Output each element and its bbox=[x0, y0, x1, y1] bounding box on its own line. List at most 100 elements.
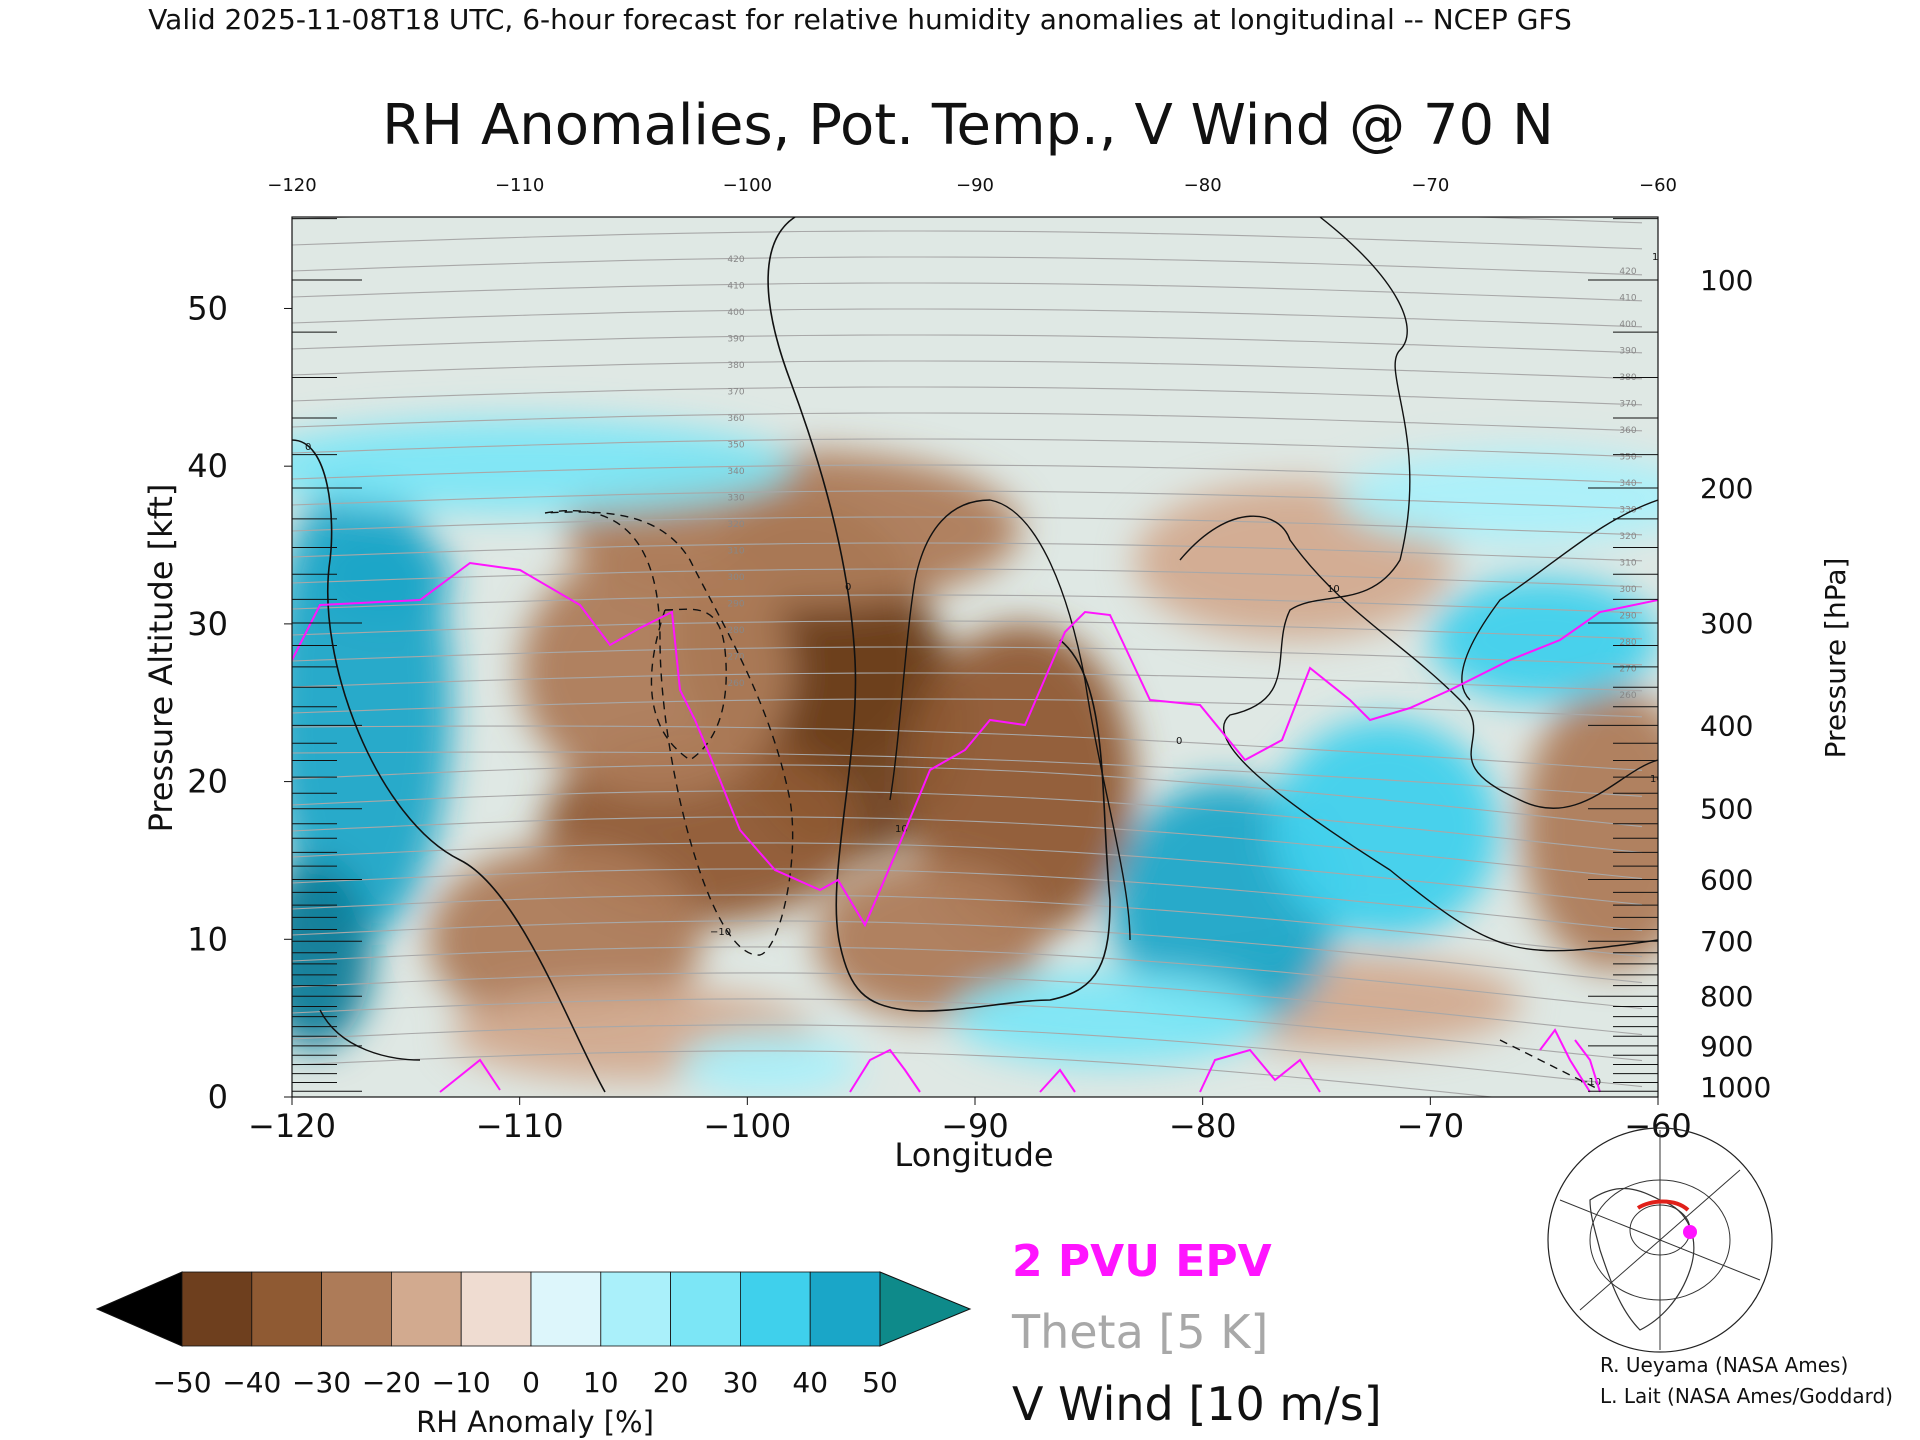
y-tick-label: 0 bbox=[208, 1078, 228, 1116]
theta-contour-label: 360 bbox=[1619, 426, 1636, 436]
x-axis-label: Longitude bbox=[894, 1136, 1053, 1174]
colorbar: −50 −40 −30 −20 −10 0 10 20 30 40 50 bbox=[95, 1271, 972, 1399]
theta-contour-label: 280 bbox=[727, 626, 744, 636]
theta-contour-label: 420 bbox=[727, 255, 744, 265]
wind-contour-label: −10 bbox=[1580, 1077, 1601, 1088]
x-axis-top: −120 −110 −100 −90 −80 −70 −60 bbox=[267, 175, 1677, 196]
theta-contour-label: 350 bbox=[727, 441, 744, 451]
theta-contour-line bbox=[292, 751, 1643, 797]
colorbar-swatch bbox=[321, 1271, 392, 1347]
theta-contour-label: 260 bbox=[727, 679, 744, 689]
legend-theta: Theta [5 K] bbox=[1011, 1305, 1268, 1359]
theta-contour-label: 390 bbox=[727, 335, 744, 345]
theta-contour-line bbox=[292, 868, 1643, 932]
theta-contour-label: 290 bbox=[727, 600, 744, 610]
x-top-tick-label: −80 bbox=[1184, 175, 1222, 196]
theta-contour-line bbox=[292, 412, 1643, 432]
wind-contour-neg-ten-bottom bbox=[1499, 1039, 1601, 1091]
theta-contour-label: 270 bbox=[727, 653, 744, 663]
theta-contour-label: 370 bbox=[727, 388, 744, 398]
wind-contour-neg-ten-small bbox=[650, 608, 727, 761]
pressure-tick-label: 400 bbox=[1700, 709, 1753, 742]
theta-contour-line bbox=[292, 464, 1643, 484]
colorbar-swatch bbox=[530, 1271, 602, 1347]
theta-contour-line bbox=[292, 490, 1643, 510]
colorbar-tick-label: 20 bbox=[653, 1366, 689, 1399]
theta-contour-line bbox=[292, 594, 1643, 614]
wind-contour-ten-right bbox=[1179, 515, 1658, 809]
x-top-tick-label: −120 bbox=[267, 175, 316, 196]
rh-anomaly-cell bbox=[314, 529, 452, 624]
colorbar-swatch bbox=[740, 1271, 811, 1347]
rh-anomaly-cell bbox=[1339, 450, 1658, 546]
theta-contour-line bbox=[292, 256, 1643, 276]
colorbar-under-arrow bbox=[95, 1271, 183, 1347]
map-location-dot bbox=[1683, 1225, 1697, 1239]
theta-contour-line bbox=[292, 1024, 1643, 1088]
map-coastline bbox=[1589, 1187, 1695, 1331]
colorbar-swatch bbox=[251, 1271, 323, 1347]
colorbar-swatch bbox=[809, 1271, 881, 1347]
rh-anomaly-cell bbox=[906, 623, 1135, 940]
theta-contour-label: 370 bbox=[1619, 400, 1636, 410]
rh-anomaly-cell bbox=[1521, 687, 1658, 971]
x-tick-label: −110 bbox=[476, 1107, 564, 1145]
colorbar-tick-label: −40 bbox=[222, 1366, 281, 1399]
theta-contour-label: 420 bbox=[1619, 267, 1636, 277]
x-top-tick-label: −110 bbox=[495, 175, 544, 196]
x-top-tick-label: −70 bbox=[1411, 175, 1449, 196]
theta-contour-label: 410 bbox=[1619, 294, 1636, 304]
theta-contour-line bbox=[292, 998, 1643, 1062]
wind-contour-label: −10 bbox=[710, 927, 731, 938]
theta-contour-line bbox=[292, 308, 1643, 328]
theta-contour-label: 320 bbox=[727, 520, 744, 530]
theta-contour-line bbox=[292, 1050, 1498, 1097]
map-latitude-line bbox=[1636, 1199, 1690, 1212]
credit-line-1: R. Ueyama (NASA Ames) bbox=[1600, 1353, 1848, 1377]
wind-contour-label: 0 bbox=[305, 442, 311, 453]
epv-contour-main bbox=[292, 561, 1658, 928]
theta-contour-line bbox=[292, 972, 1643, 1036]
y-tick-label: 30 bbox=[187, 605, 228, 643]
theta-contour-line bbox=[292, 894, 1643, 958]
theta-contour-line bbox=[292, 672, 1643, 692]
colorbar-swatch bbox=[181, 1271, 253, 1347]
x-tick-label: −70 bbox=[1397, 1107, 1465, 1145]
pressure-tick-label: 200 bbox=[1700, 472, 1753, 505]
rh-anomaly-cell bbox=[952, 970, 1271, 1066]
theta-contour-line bbox=[292, 542, 1643, 562]
map-circle bbox=[1547, 1127, 1773, 1353]
theta-contour-label: 300 bbox=[1619, 585, 1636, 595]
theta-contour-label: 390 bbox=[1619, 347, 1636, 357]
colorbar-over-arrow bbox=[879, 1271, 972, 1347]
theta-contour-line bbox=[292, 620, 1643, 640]
colorbar-swatch bbox=[460, 1271, 532, 1347]
rh-anomaly-cell bbox=[292, 418, 793, 514]
credit-line-2: L. Lait (NASA Ames/Goddard) bbox=[1600, 1384, 1893, 1408]
x-tick-label: −80 bbox=[1169, 1107, 1237, 1145]
x-top-tick-label: −100 bbox=[723, 175, 772, 196]
y-tick-label: 50 bbox=[187, 289, 228, 327]
theta-contour-line bbox=[292, 568, 1643, 588]
theta-contours: 4204204104104004003903903803803703703603… bbox=[292, 217, 1643, 1097]
v-wind-contours: 0 0 0 10 10 10 −10 10 −10 bbox=[292, 217, 1658, 1093]
rh-anomaly-cell bbox=[292, 860, 372, 1050]
pressure-tick-label: 600 bbox=[1700, 863, 1753, 896]
wind-contour-bottom-left bbox=[319, 1009, 421, 1061]
theta-contour-line bbox=[292, 386, 1643, 406]
theta-contour-label: 310 bbox=[1619, 559, 1636, 569]
legend-wind: V Wind [10 m/s] bbox=[1012, 1377, 1382, 1431]
pressure-tick-label: 900 bbox=[1700, 1030, 1753, 1063]
plot-area: 4204204104104004003903903803803703703603… bbox=[292, 217, 1658, 1097]
theta-contour-line bbox=[292, 842, 1643, 906]
theta-contour-line bbox=[292, 334, 1643, 354]
theta-contour-line bbox=[292, 790, 1643, 854]
pressure-axis: 100 200 300 400 500 600 700 800 900 1000 bbox=[1700, 264, 1771, 1104]
pressure-tick-label: 100 bbox=[1700, 264, 1753, 297]
pressure-tick-label: 1000 bbox=[1700, 1071, 1771, 1104]
theta-contour-label: 340 bbox=[1619, 479, 1636, 489]
colorbar-tick-label: 10 bbox=[583, 1366, 619, 1399]
rh-anomaly-cell bbox=[679, 1033, 862, 1097]
y-tick-label: 10 bbox=[187, 920, 228, 958]
